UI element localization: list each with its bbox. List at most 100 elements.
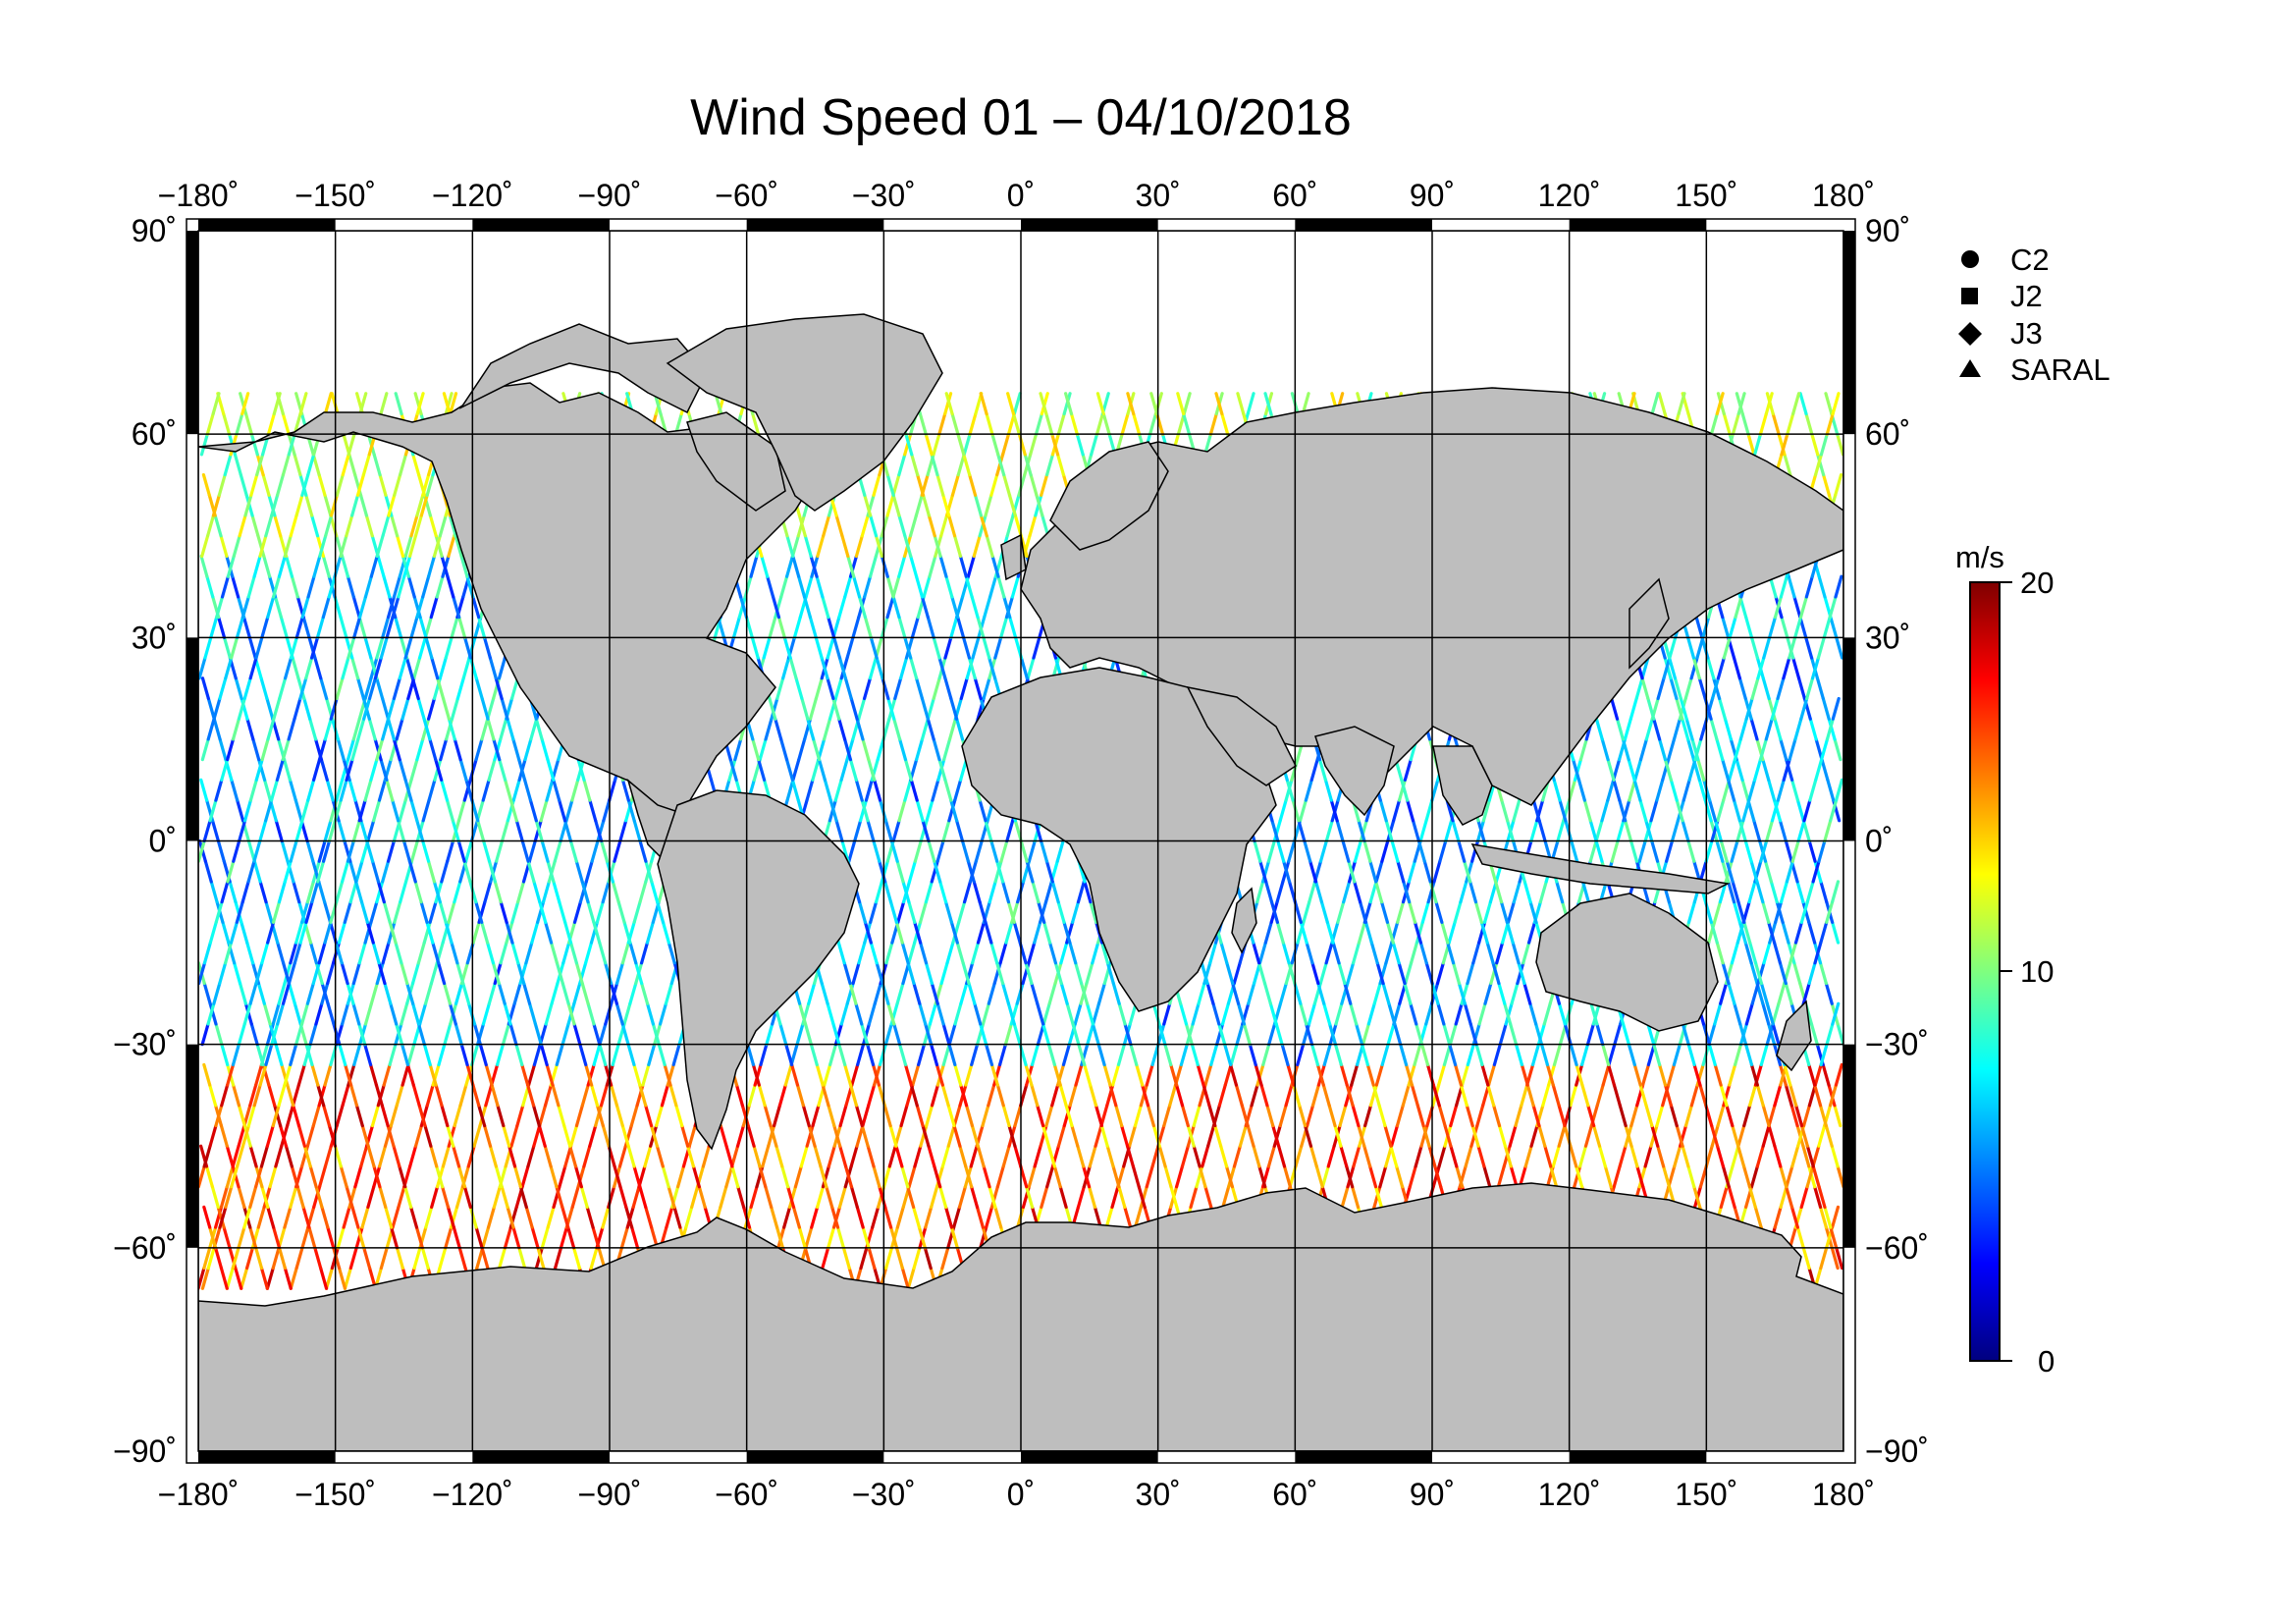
track-segment [1208,411,1218,436]
track-segment [1043,880,1053,904]
track-segment [958,1144,968,1168]
track-segment [809,1043,819,1066]
track-segment [837,656,847,680]
track-segment [374,1083,384,1108]
track-segment [947,1043,957,1066]
track-segment [527,1001,538,1026]
track-segment [381,859,391,884]
track-segment [867,758,877,782]
track-segment [474,737,484,762]
track-segment [616,900,626,924]
track-segment [926,717,935,741]
track-segment [360,1123,370,1148]
track-segment [928,554,937,578]
track-segment [212,717,222,741]
track-segment [239,392,248,416]
track-segment [628,941,638,965]
track-segment [667,1185,676,1210]
track-segment [307,1225,317,1250]
track-segment [917,1225,927,1250]
track-segment [384,1205,394,1229]
track-segment [370,1104,380,1128]
track-segment [804,574,814,599]
track-segment [832,635,842,660]
track-segment [554,1246,563,1271]
track-segment [733,737,743,762]
track-segment [909,554,919,578]
track-segment [620,1123,630,1148]
track-segment [205,574,215,599]
track-segment [271,1246,281,1271]
track-segment [807,981,817,1005]
track-segment [366,1185,376,1210]
track-segment [651,1022,661,1047]
track-segment [249,432,259,457]
track-segment [861,1225,871,1250]
track-segment [966,554,976,578]
track-segment [487,758,497,782]
track-segment [213,514,223,538]
track-segment [372,453,382,477]
track-segment [736,1185,746,1210]
track-segment [867,1246,877,1271]
track-segment [883,1022,893,1047]
track-segment [880,554,889,578]
track-segment [248,1083,258,1108]
track-segment [350,1205,360,1229]
track-segment [586,1001,596,1026]
track-segment [791,758,801,782]
track-segment [461,656,471,680]
track-segment [481,1001,491,1026]
track-segment [378,1185,388,1210]
track-segment [1182,392,1192,416]
track-segment [492,1185,502,1210]
track-segment [626,1144,636,1168]
track-segment [585,1205,595,1229]
track-segment [1030,1083,1040,1108]
track-segment [993,635,1003,660]
track-segment [691,1164,701,1189]
track-segment [1773,717,1783,741]
track-segment [576,758,586,782]
track-segment [477,616,487,639]
track-segment [999,839,1009,863]
track-segment [1096,981,1106,1005]
track-segment [1087,1185,1097,1210]
track-segment [319,1266,329,1290]
track-segment [588,798,598,823]
track-segment [385,778,395,802]
track-segment [974,839,984,863]
track-segment [389,1001,399,1026]
track-segment [221,920,231,945]
track-segment [982,676,991,701]
track-segment [1056,411,1066,436]
track-segment [952,1123,962,1148]
track-segment [284,1144,294,1168]
track-segment [464,839,474,863]
track-segment [632,819,642,843]
track-segment [344,1062,353,1087]
track-segment [899,656,909,680]
track-segment [1040,473,1049,497]
track-segment [1162,1001,1172,1026]
track-segment [842,961,852,986]
track-segment [1080,981,1090,1005]
track-segment [1125,1144,1136,1168]
track-segment [620,1022,630,1047]
track-segment [655,1104,665,1128]
track-segment [924,1205,934,1229]
track-segment [308,941,318,965]
track-segment [1074,961,1084,986]
track-segment [1033,1144,1042,1168]
track-segment [724,1164,734,1189]
track-segment [448,1001,457,1026]
track-segment [376,880,386,904]
track-segment [1686,737,1696,762]
track-segment [822,514,831,538]
track-segment [874,534,883,559]
track-segment [845,635,855,660]
track-segment [634,961,644,986]
track-segment [758,1164,768,1189]
track-segment [461,981,471,1005]
track-segment [1247,981,1256,1005]
